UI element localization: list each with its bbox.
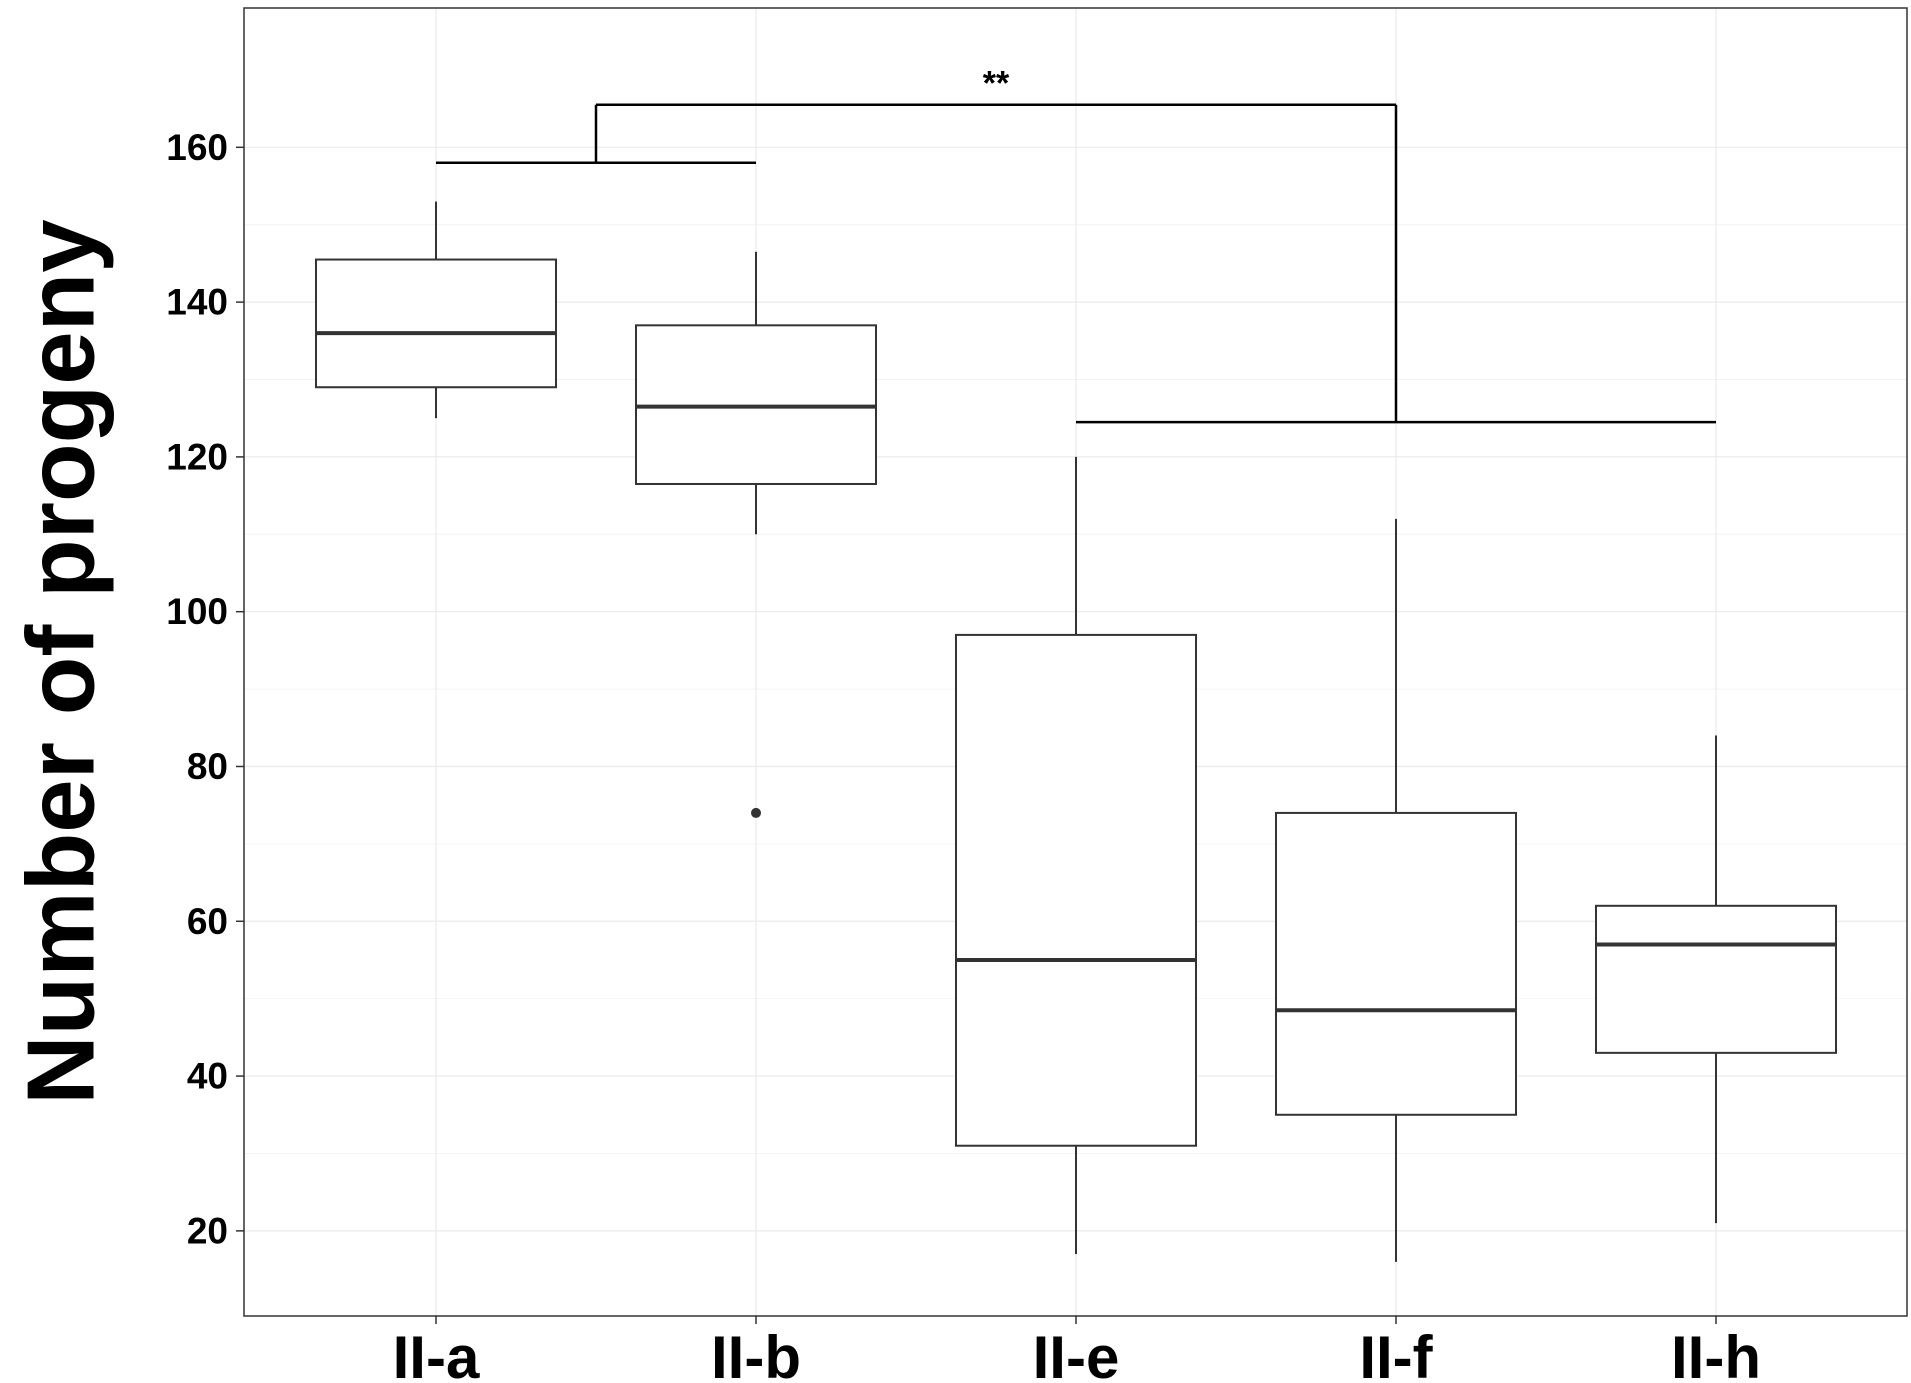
- y-tick-label-60: 60: [187, 901, 228, 942]
- x-axis-ticks: II-a II-b II-e II-f II-h: [393, 1316, 1761, 1383]
- y-tick-label-140: 140: [166, 282, 228, 323]
- box-body-II-e: [955, 633, 1197, 1147]
- box-II-h: [1595, 735, 1837, 1224]
- y-tick-label-40: 40: [187, 1056, 228, 1097]
- boxes: [315, 201, 1837, 1262]
- x-tick-label-II-h: II-h: [1671, 1324, 1761, 1383]
- x-tick-label-II-b: II-b: [711, 1324, 801, 1383]
- y-tick-label-100: 100: [166, 591, 228, 632]
- box-body-II-h: [1595, 904, 1837, 1054]
- outlier-point-II-b-0: [751, 807, 761, 818]
- box-II-b: [635, 251, 877, 818]
- x-tick-label-II-f: II-f: [1359, 1324, 1433, 1383]
- x-tick-label-II-e: II-e: [1033, 1324, 1120, 1383]
- box-II-e: [955, 456, 1197, 1255]
- y-tick-label-120: 120: [166, 436, 228, 477]
- x-tick-label-II-a: II-a: [393, 1324, 480, 1383]
- box-II-f: [1275, 518, 1517, 1262]
- box-body-II-a: [315, 258, 557, 389]
- significance-label: **: [983, 65, 1010, 103]
- y-axis-title: Number of progeny: [7, 219, 114, 1104]
- y-tick-label-160: 160: [166, 127, 228, 168]
- y-axis-ticks: 20 40 60 80 100 120 140 160: [166, 127, 244, 1251]
- significance-bracket: **: [436, 65, 1716, 424]
- y-tick-label-80: 80: [187, 746, 228, 787]
- y-tick-label-20: 20: [187, 1210, 228, 1251]
- box-II-a: [315, 201, 557, 419]
- box-body-II-f: [1275, 811, 1517, 1116]
